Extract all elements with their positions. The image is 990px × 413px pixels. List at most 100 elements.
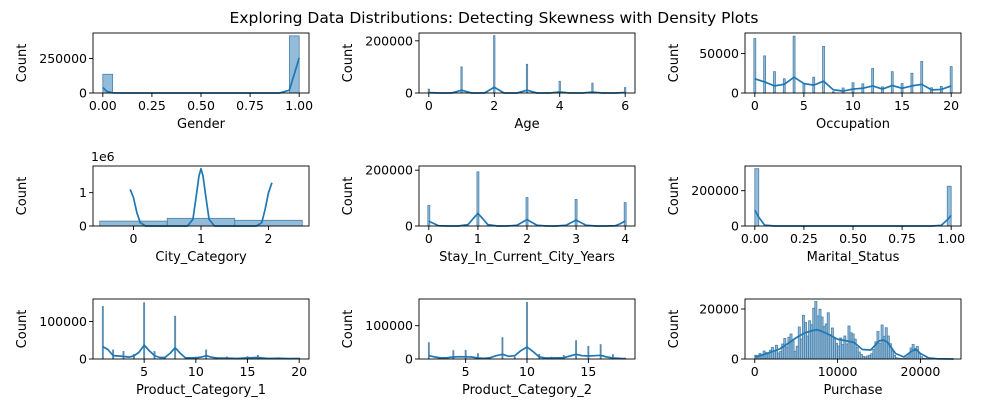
x-tick-label: 1.00 [285, 98, 313, 113]
y-axis-label: Count [667, 44, 682, 83]
x-tick-label: 0.25 [138, 98, 166, 113]
kde-line [428, 346, 626, 360]
subplot-city-category: 0 1 2 0 1 1e6 City_Category Count [15, 149, 310, 265]
histogram-bar [881, 86, 884, 94]
x-tick-label: 1.00 [937, 231, 965, 246]
y-tick-label: 100000 [39, 314, 87, 329]
x-tick-label: 0 [751, 98, 759, 113]
x-tick-label: 0.00 [741, 231, 769, 246]
x-tick-label: 4 [621, 231, 629, 246]
x-tick-label: 5 [462, 364, 470, 379]
histogram-bar [166, 217, 236, 227]
axes-frame [92, 165, 310, 227]
y-tick-label: 20000 [699, 302, 739, 317]
kde-line [129, 167, 273, 227]
y-tick-label: 0 [79, 352, 87, 367]
x-tick-label: 6 [621, 98, 629, 113]
histogram-bar [910, 72, 914, 94]
x-axis-label: Product_Category_2 [462, 383, 592, 398]
x-tick-label: 0.75 [236, 98, 264, 113]
x-tick-label: 4 [556, 98, 564, 113]
subplot-product-category-1: 5 10 15 20 0 100000 Product_Category_1 Count [15, 298, 310, 398]
y-tick-label: 0 [731, 219, 739, 234]
histogram-bar [101, 306, 104, 360]
y-tick-label: 200000 [691, 183, 739, 198]
subplot-occupation: 0 5 10 15 20 0 50000 Occupation Count [667, 32, 962, 132]
histogram-bar [574, 199, 578, 227]
y-axis-label: Count [667, 310, 682, 349]
histogram-bar [920, 61, 924, 94]
y-tick-label: 200000 [365, 33, 413, 48]
histogram-bar [493, 35, 496, 94]
x-tick-label: 0.50 [839, 231, 867, 246]
x-tick-label: 0 [425, 231, 433, 246]
y-tick-label: 0 [731, 86, 739, 101]
x-tick-label: 5 [800, 98, 808, 113]
x-tick-label: 0 [425, 98, 433, 113]
kde-line [102, 344, 300, 360]
histogram-bar [763, 55, 767, 94]
histogram-bar [460, 66, 463, 94]
x-tick-label: 10000 [818, 364, 858, 379]
x-tick-label: 20000 [901, 364, 941, 379]
y-tick-label: 1 [79, 185, 87, 200]
histogram-bar [599, 344, 602, 360]
subplot-age: 0 2 4 6 0 200000 Age Count [341, 32, 636, 132]
y-axis-label: Count [341, 310, 356, 349]
axes-frame [744, 298, 962, 360]
histogram-bar [501, 337, 504, 360]
y-tick-label: 200000 [365, 163, 413, 178]
x-tick-label: 15 [894, 98, 910, 113]
x-tick-label: 0 [751, 364, 759, 379]
x-tick-label: 3 [572, 231, 580, 246]
y-tick-label: 0 [405, 219, 413, 234]
kde-line [428, 86, 626, 94]
subplot-stay-in-current-city-years: 0 1 2 3 4 0 200000 Stay_In_Current_City_Years Co… [341, 163, 636, 265]
y-tick-label: 0 [405, 352, 413, 367]
histogram-bar [782, 78, 786, 94]
x-tick-label: 10 [188, 364, 204, 379]
figure-title: Exploring Data Distributions: Detecting … [230, 9, 759, 27]
subplot-purchase: 0 10000 20000 0 20000 Purchase Count [667, 298, 962, 398]
x-tick-label: 5 [140, 364, 148, 379]
kde-line [754, 209, 952, 227]
x-axis-label: Gender [177, 117, 226, 132]
x-axis-label: Occupation [816, 117, 890, 132]
histogram-bar [476, 171, 480, 227]
kde-line [102, 57, 300, 94]
x-tick-label: 15 [240, 364, 256, 379]
y-tick-label: 0 [405, 86, 413, 101]
histogram-bar [102, 73, 114, 94]
x-tick-label: 1 [474, 231, 482, 246]
histogram-bar [753, 38, 757, 94]
y-tick-label: 0 [731, 352, 739, 367]
histogram-bar [143, 302, 146, 360]
x-tick-label: 20 [943, 98, 959, 113]
x-tick-label: 2 [265, 231, 273, 246]
axes-frame [92, 298, 310, 360]
y-axis-label: Count [667, 177, 682, 216]
histogram-bar [205, 349, 208, 360]
histogram-bar [890, 71, 894, 94]
axis-offset-label: 1e6 [91, 149, 115, 164]
x-axis-label: Product_Category_1 [136, 383, 266, 398]
histogram-bar [949, 66, 953, 94]
y-axis-label: Count [15, 44, 30, 83]
histogram-bar [623, 202, 627, 227]
y-tick-label: 100000 [365, 318, 413, 333]
histogram-bar [427, 204, 431, 227]
y-tick-label: 50000 [699, 46, 739, 61]
y-axis-label: Count [15, 310, 30, 349]
axes-frame [92, 32, 310, 94]
subplot-gender: 0.00 0.25 0.50 0.75 1.00 0 250000 Gender Count [15, 32, 313, 132]
histogram-bar [122, 351, 125, 360]
x-axis-label: City_Category [155, 250, 247, 265]
y-tick-label: 0 [79, 86, 87, 101]
x-tick-label: 1 [197, 231, 205, 246]
y-tick-label: 0 [79, 219, 87, 234]
histogram-bar [792, 35, 796, 94]
histogram-bar [525, 63, 529, 94]
x-tick-label: 2 [490, 98, 498, 113]
